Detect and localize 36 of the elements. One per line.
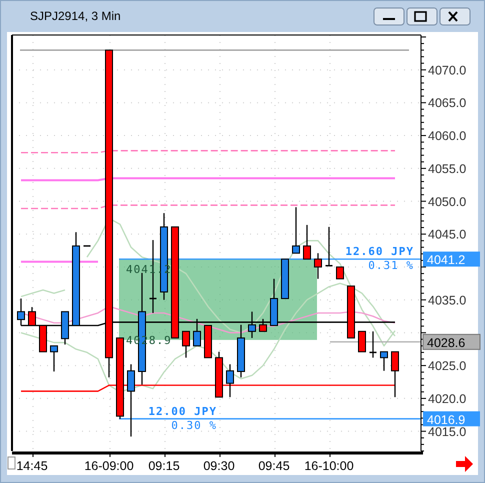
annotation: 12.60 JPY bbox=[345, 245, 414, 258]
x-tick-label: 09:30 bbox=[203, 459, 235, 473]
y-tick-label: 4020.0 bbox=[428, 392, 466, 406]
candlestick bbox=[358, 330, 366, 352]
chart-title: SJPJ2914, 3 Min bbox=[30, 9, 121, 23]
x-tick-label: 16-10:00 bbox=[304, 459, 354, 473]
x-tick-label: 09:15 bbox=[148, 459, 180, 473]
candlestick bbox=[380, 351, 388, 372]
y-tick-label: 4070.0 bbox=[428, 63, 466, 78]
ref-line-label: 4041.2 bbox=[427, 253, 466, 268]
y-tick-label: 4035.0 bbox=[428, 293, 466, 308]
y-tick-label: 4065.0 bbox=[428, 96, 466, 110]
candlestick bbox=[368, 330, 378, 358]
annotation: 12.00 JPY bbox=[148, 404, 217, 418]
candlestick bbox=[127, 364, 135, 438]
y-tick-label: 4055.0 bbox=[428, 162, 466, 176]
candlestick bbox=[292, 206, 300, 254]
y-tick-label: 4050.0 bbox=[428, 194, 466, 209]
ref-line-label: 4028.6 bbox=[427, 336, 466, 350]
candlestick bbox=[182, 330, 190, 358]
ref-line-label: 4016.9 bbox=[427, 412, 466, 427]
x-tick-label: 14:45 bbox=[16, 459, 48, 473]
y-tick-label: 4015.0 bbox=[428, 424, 466, 439]
x-tick-label: 09:45 bbox=[258, 459, 290, 473]
y-tick-label: 4045.0 bbox=[428, 228, 466, 242]
candlestick bbox=[303, 224, 311, 260]
y-tick-label: 4060.0 bbox=[428, 129, 466, 144]
candlestick bbox=[226, 364, 234, 398]
candlestick bbox=[50, 345, 58, 372]
y-tick-label: 4025.0 bbox=[428, 359, 466, 374]
annotation: 0.31 % bbox=[368, 259, 414, 272]
candlestick bbox=[314, 252, 322, 280]
candlestick bbox=[336, 266, 344, 280]
x-tick-label: 16-09:00 bbox=[84, 459, 134, 473]
candlestick bbox=[324, 226, 334, 266]
annotation: 0.30 % bbox=[171, 418, 217, 432]
